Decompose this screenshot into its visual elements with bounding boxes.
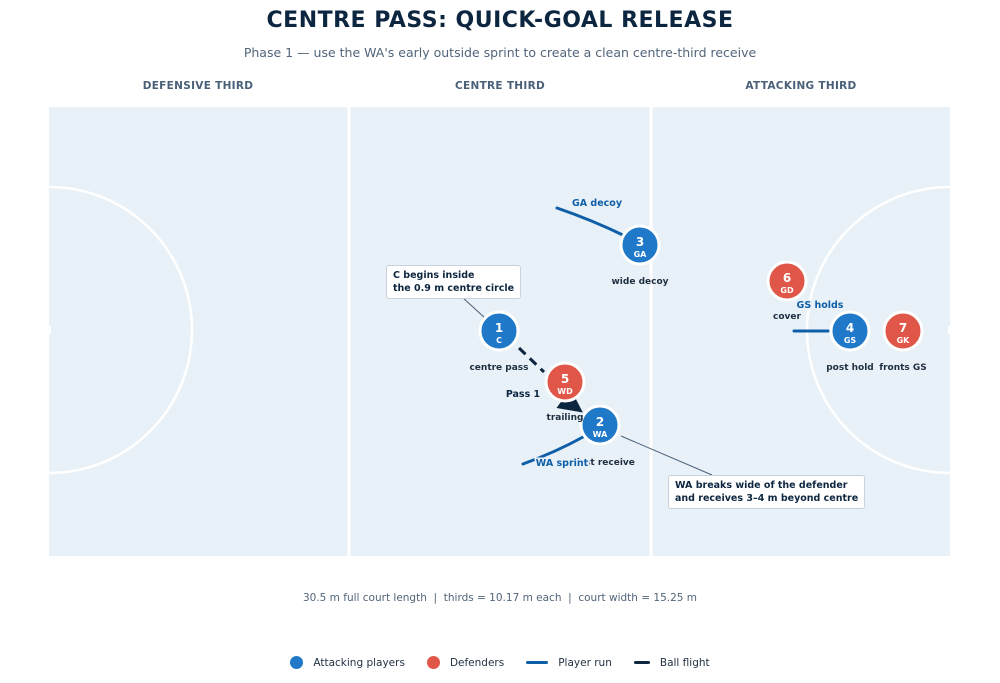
legend-defenders: Defenders — [426, 656, 505, 669]
player-wa-role-label: fast receive — [575, 458, 635, 468]
defensive-third-label: DEFENSIVE THIRD — [142, 80, 254, 92]
player-wa-number: 2 — [596, 415, 604, 429]
legend-attacking-label: Attacking players — [313, 656, 405, 669]
player-gd-role-label: cover — [773, 312, 801, 322]
wa-callout-connector — [620, 435, 713, 476]
player-ga-marker — [619, 224, 661, 266]
player-gd-number: 6 — [783, 271, 791, 285]
wa-callout-line-2: and receives 3–4 m beyond centre — [675, 493, 859, 504]
legend-player-run-label: Player run — [558, 656, 612, 669]
player-gs-marker — [829, 310, 871, 352]
c-callout-line-1: C begins inside — [393, 270, 475, 281]
player-ga-number: 3 — [636, 235, 644, 249]
attacking-goal-post — [948, 326, 952, 334]
player-wd-marker — [544, 361, 586, 403]
ball-flight-line-icon — [633, 661, 650, 664]
player-c-number: 1 — [495, 321, 503, 335]
player-ga: 3GA — [619, 224, 661, 266]
player-gs-position: GS — [844, 336, 857, 345]
player-gs: 4GS — [829, 310, 871, 352]
player-wd-position: WD — [557, 387, 573, 396]
ga-run-path — [555, 206, 627, 238]
player-wd-number: 5 — [561, 372, 569, 386]
legend-ball-flight: Ball flight — [633, 656, 710, 669]
player-gd-position: GD — [780, 286, 794, 295]
attacking-dot-icon — [290, 656, 304, 669]
wa-callout-line-1: WA breaks wide of the defender — [675, 480, 848, 491]
player-c-role-label: centre pass — [469, 363, 528, 373]
ball-flight-segment-1 — [517, 346, 546, 374]
centre-third-label: CENTRE THIRD — [455, 80, 545, 92]
player-gk-position: GK — [897, 336, 911, 345]
c-callout-line-2: the 0.9 m centre circle — [393, 283, 515, 294]
player-wd: 5WD — [544, 361, 586, 403]
player-gd: 6GD — [766, 260, 808, 302]
player-ga-position: GA — [634, 250, 648, 259]
player-gk-role-label: fronts GS — [879, 363, 927, 373]
attacking-third-label: ATTACKING THIRD — [745, 80, 857, 92]
defender-dot-icon — [426, 656, 440, 669]
player-wa-marker — [579, 404, 621, 446]
player-wa: 2WA — [579, 404, 621, 446]
player-ga-role-label: wide decoy — [611, 277, 668, 287]
pass-label: Pass 1 — [506, 389, 540, 400]
wa-run-path — [521, 435, 585, 466]
player-c-position: C — [496, 336, 502, 345]
legend-attacking: Attacking players — [290, 656, 405, 669]
legend-defenders-label: Defenders — [449, 656, 505, 669]
player-c-marker — [478, 310, 520, 352]
legend-player-run: Player run — [526, 657, 612, 669]
legend-ball-flight-label: Ball flight — [659, 656, 710, 669]
diagram-subtitle: Phase 1 — use the WA's early outside spr… — [243, 45, 757, 60]
player-wa-position: WA — [593, 430, 608, 439]
player-run-line-icon — [526, 661, 549, 664]
gs-run-label: GS holds — [797, 300, 844, 311]
c-start-callout: C begins inside the 0.9 m centre circle — [386, 265, 522, 299]
player-gs-number: 4 — [846, 321, 854, 335]
player-gs-role-label: post hold — [826, 363, 874, 373]
court-dimensions-footnote: 30.5 m full court length | thirds = 10.1… — [302, 592, 698, 604]
defensive-shooting-circle — [49, 185, 194, 475]
player-gd-marker — [766, 260, 808, 302]
player-gk: 7GK — [882, 310, 924, 352]
defensive-goal-post — [47, 326, 51, 334]
player-gk-marker — [882, 310, 924, 352]
wa-run-label: WA sprint — [536, 458, 589, 469]
diagram-title: CENTRE PASS: QUICK-GOAL RELEASE — [266, 8, 734, 33]
ga-run-label: GA decoy — [572, 198, 623, 209]
legend: Attacking players Defenders Player run B… — [0, 656, 1000, 669]
player-wd-role-label: trailing — [547, 413, 584, 423]
player-gk-number: 7 — [899, 321, 907, 335]
c-callout-connector — [461, 296, 486, 319]
player-c: 1C — [478, 310, 520, 352]
wa-break-callout: WA breaks wide of the defender and recei… — [668, 475, 866, 509]
